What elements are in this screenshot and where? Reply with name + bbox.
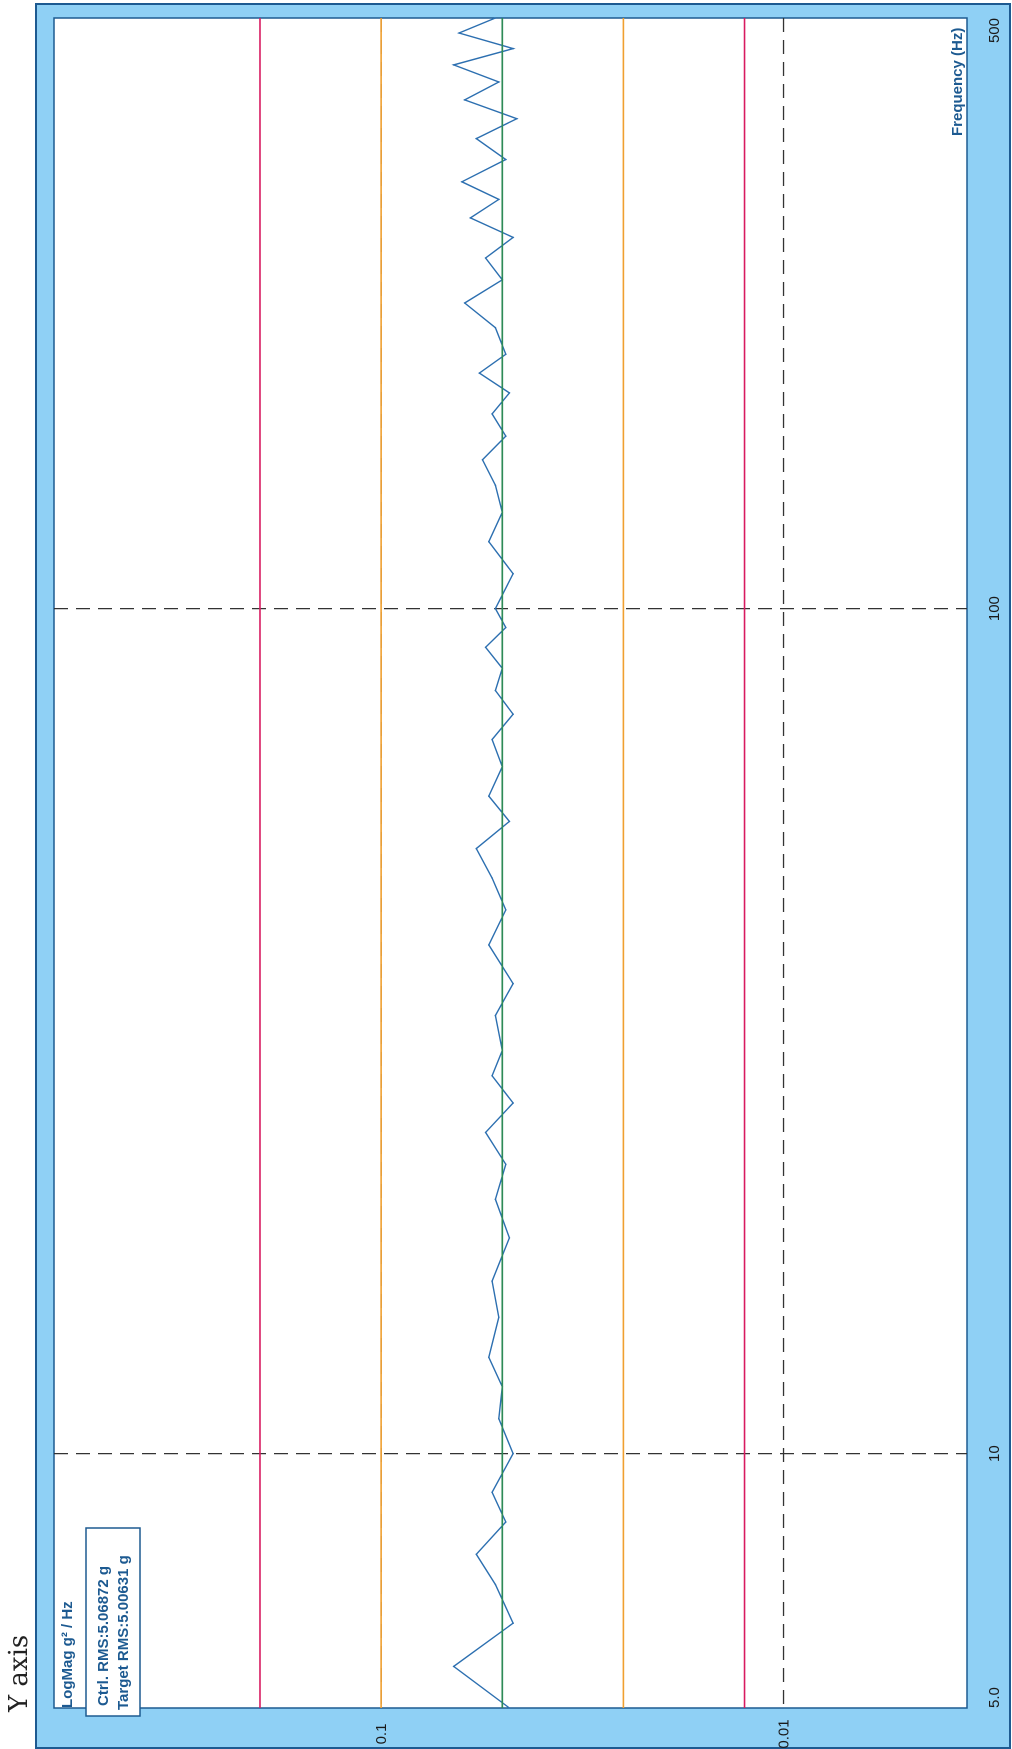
- control-point: [494, 607, 497, 610]
- control-point: [505, 158, 507, 161]
- control-point: [512, 713, 514, 715]
- control-point: [498, 81, 500, 83]
- control-point: [475, 1553, 478, 1556]
- control-point: [463, 99, 466, 101]
- control-point: [488, 540, 490, 543]
- control-point: [512, 236, 514, 239]
- plot-area: [53, 17, 968, 1709]
- control-point: [508, 1707, 511, 1709]
- control-point: [505, 909, 507, 911]
- control-point: [463, 302, 466, 304]
- rms-legend: LogMag g² / Hz Ctrl. RMS:5.06872 g Targe…: [59, 1527, 141, 1717]
- control-point: [491, 1280, 493, 1282]
- control-point: [494, 1583, 497, 1586]
- control-point: [498, 1316, 500, 1319]
- control-point: [508, 820, 511, 823]
- y-axis-label: LogMag g² / Hz: [59, 1601, 76, 1708]
- control-point: [494, 689, 497, 692]
- control-point: [491, 877, 493, 879]
- control-point: [491, 413, 493, 415]
- control-point: [488, 795, 490, 797]
- series-layer: [451, 17, 519, 1709]
- control-point: [508, 1237, 511, 1239]
- control-point: [498, 1417, 500, 1420]
- control-point: [512, 572, 514, 575]
- control-point: [484, 1131, 487, 1134]
- y-tick-label: 0.01: [776, 1719, 793, 1748]
- control-point: [494, 1198, 497, 1201]
- control-point: [491, 738, 493, 741]
- control-point: [498, 198, 500, 201]
- control-point: [505, 1521, 507, 1523]
- x-axis-label: Frequency (Hz): [949, 28, 966, 136]
- control-point: [512, 47, 514, 50]
- control-point: [452, 1665, 455, 1668]
- control-point: [516, 117, 518, 120]
- control-point: [481, 459, 484, 461]
- ctrl-rms-text: Ctrl. RMS:5.06872 g: [95, 1566, 112, 1706]
- control-point: [469, 217, 472, 219]
- x-tick-label: 100: [986, 596, 1003, 621]
- control-point: [484, 646, 487, 649]
- control-point: [494, 326, 497, 329]
- control-point: [475, 137, 478, 140]
- control-point: [458, 32, 460, 34]
- control-point: [505, 435, 507, 437]
- rms-box: [85, 1527, 141, 1717]
- control-point: [494, 17, 497, 19]
- x-tick-label: 5.0: [986, 1687, 1003, 1708]
- control-point: [488, 1356, 490, 1359]
- control-point: [488, 944, 490, 946]
- control-point: [494, 1014, 497, 1017]
- control-point: [491, 1491, 493, 1494]
- control-point: [494, 484, 497, 487]
- control-point: [508, 392, 511, 394]
- x-tick-label: 500: [986, 18, 1003, 43]
- control-point: [461, 181, 463, 183]
- control-point: [505, 626, 507, 629]
- control-point: [512, 1622, 514, 1624]
- y-tick-label: 0.1: [373, 1724, 390, 1745]
- control-point: [512, 1102, 514, 1104]
- control-point: [505, 353, 507, 356]
- control-point: [484, 257, 487, 259]
- target-rms-text: Target RMS:5.00631 g: [115, 1555, 132, 1710]
- control-point: [491, 1075, 493, 1077]
- control-point: [475, 847, 478, 850]
- control-point: [452, 64, 455, 66]
- control-point: [512, 982, 514, 985]
- control-point: [505, 1163, 507, 1166]
- x-tick-label: 10: [986, 1445, 1003, 1462]
- control-point: [478, 372, 481, 374]
- control-point: [512, 1452, 514, 1455]
- tick-labels: 5.0 10 100 500 0.1 0.01: [373, 18, 1003, 1749]
